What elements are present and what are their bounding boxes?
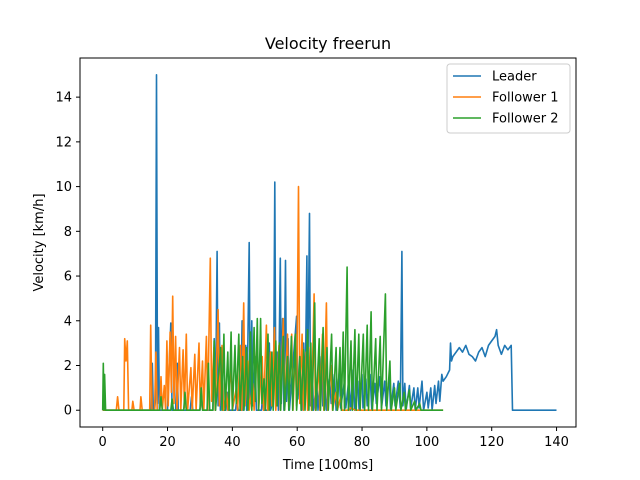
x-tick-label: 100 [414,435,439,450]
x-axis-label: Time [100ms] [282,458,373,473]
y-tick-label: 8 [64,225,72,240]
y-tick-label: 14 [55,91,72,106]
legend-label-3: Follower 2 [492,112,559,127]
y-tick-label: 6 [64,270,72,285]
x-tick-label: 60 [289,435,306,450]
legend-label-2: Follower 1 [492,91,559,106]
y-tick-label: 12 [55,135,72,150]
y-tick-label: 10 [55,180,72,195]
legend-box [446,63,571,134]
x-tick-label: 140 [544,435,569,450]
x-axis-ticks: 0 20 40 60 80 100 120 140 [99,427,569,450]
x-tick-label: 80 [354,435,371,450]
x-tick-label: 0 [99,435,107,450]
chart-title: Velocity freerun [265,34,391,53]
axes-frame [79,57,577,428]
y-axis-ticks: 0 2 4 6 8 10 12 14 [55,91,80,419]
y-tick-label: 4 [64,314,72,329]
y-axis-label: Velocity [km/h] [32,193,47,291]
y-tick-label: 2 [64,359,72,374]
series-group [101,74,557,411]
plot-area: 0 20 40 60 80 100 120 140 0 2 4 6 8 10 12 14 [55,57,577,450]
series-line-3 [101,266,444,411]
y-tick-label: 0 [64,404,72,419]
legend-label-1: Leader [492,70,537,85]
x-tick-label: 20 [159,435,176,450]
x-tick-label: 120 [479,435,504,450]
legend: Leader Follower 1 Follower 2 [446,63,571,134]
x-tick-label: 40 [224,435,241,450]
